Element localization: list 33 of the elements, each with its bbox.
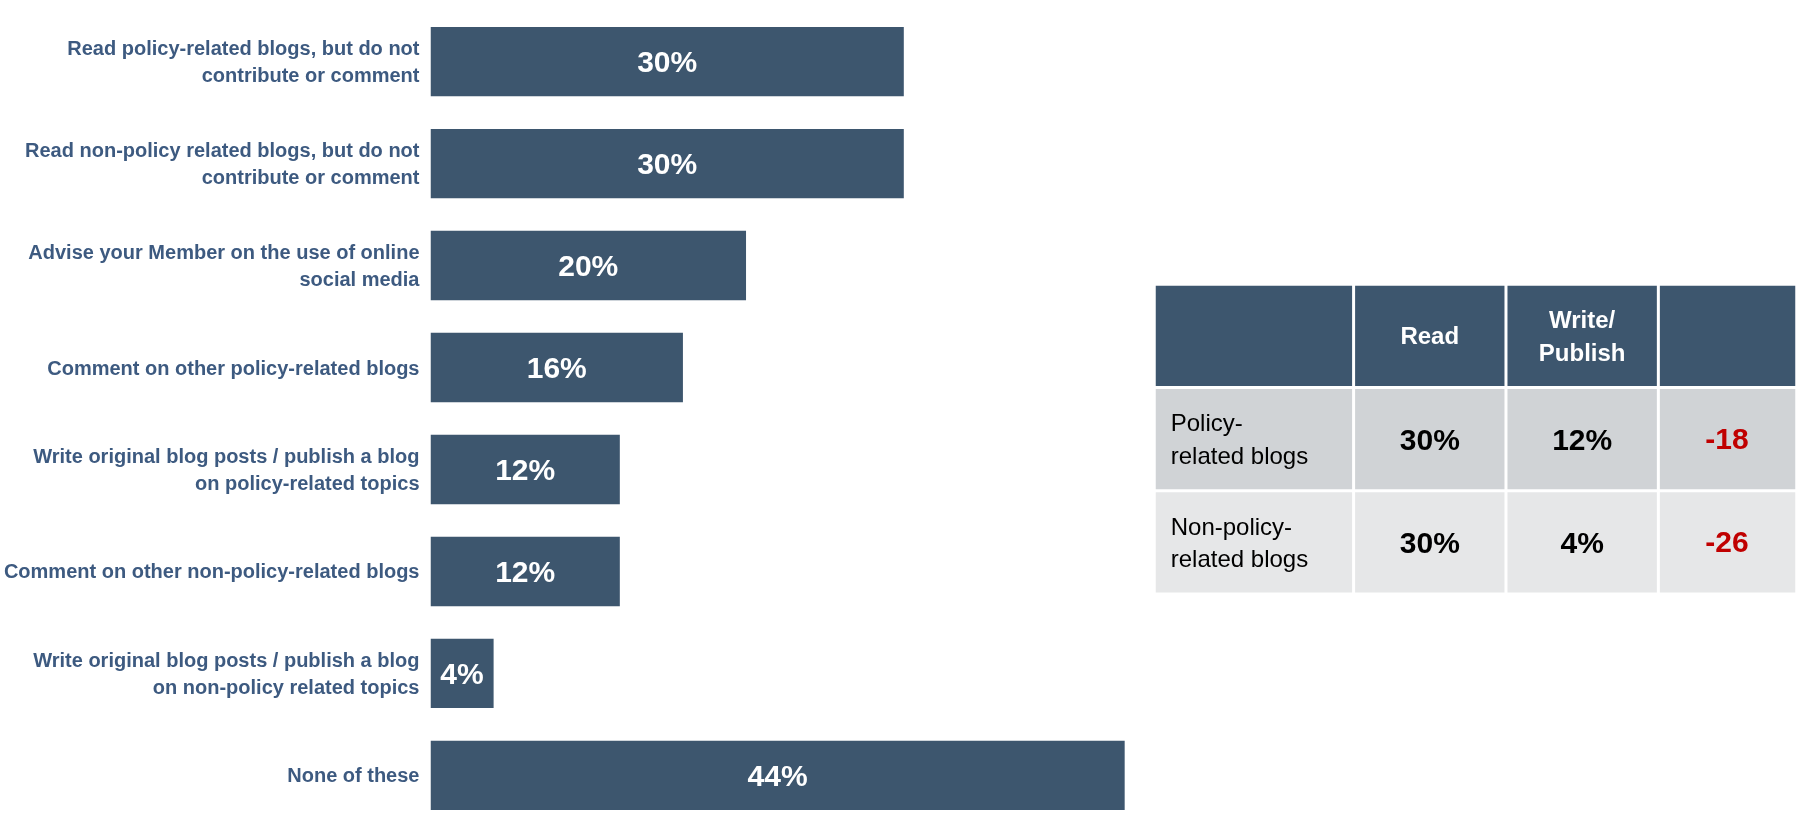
data-label: 4% bbox=[440, 656, 484, 690]
y-tick-label: None of these bbox=[287, 764, 420, 787]
data-label: 20% bbox=[558, 249, 619, 283]
bar bbox=[430, 434, 620, 505]
y-tick-label: Comment on other non-policy-related blogs bbox=[3, 560, 420, 583]
y-tick-label: Write original blog posts / publish a blog on policy-related topics bbox=[33, 445, 420, 494]
text: Write/ Publish bbox=[1538, 306, 1626, 366]
data-label: 16% bbox=[526, 351, 587, 385]
bar bbox=[430, 332, 683, 403]
bar bbox=[430, 230, 747, 301]
data-label: 30% bbox=[637, 45, 698, 79]
bar bbox=[430, 536, 620, 607]
text: Policy-related blogs bbox=[1170, 409, 1309, 469]
text: Read bbox=[1400, 322, 1460, 350]
bar bbox=[430, 26, 904, 97]
bar bbox=[430, 128, 904, 199]
text: -18 bbox=[1705, 422, 1749, 456]
text: Non-policy-related blogs bbox=[1170, 512, 1309, 573]
text: 30% bbox=[1399, 422, 1460, 456]
text: 12% bbox=[1552, 422, 1613, 456]
bar bbox=[430, 740, 1125, 811]
data-label: 12% bbox=[495, 554, 556, 588]
y-tick-label: Write original blog posts / publish a blog on non-policy related topics bbox=[33, 649, 420, 698]
y-tick-label: Comment on other policy-related blogs bbox=[47, 356, 420, 379]
data-label: 44% bbox=[747, 758, 808, 792]
data-label: 12% bbox=[495, 452, 556, 486]
y-tick-label: Read non-policy related blogs, but do not contribute or comment bbox=[25, 139, 420, 188]
text: 4% bbox=[1560, 525, 1604, 559]
text: 30% bbox=[1399, 525, 1460, 559]
y-tick-label: Advise your Member on the use of online social media bbox=[28, 241, 421, 290]
y-tick-label: Read policy-related blogs, but do not contribute or comment bbox=[67, 37, 420, 86]
text: -26 bbox=[1705, 525, 1749, 559]
data-label: 30% bbox=[637, 147, 698, 181]
